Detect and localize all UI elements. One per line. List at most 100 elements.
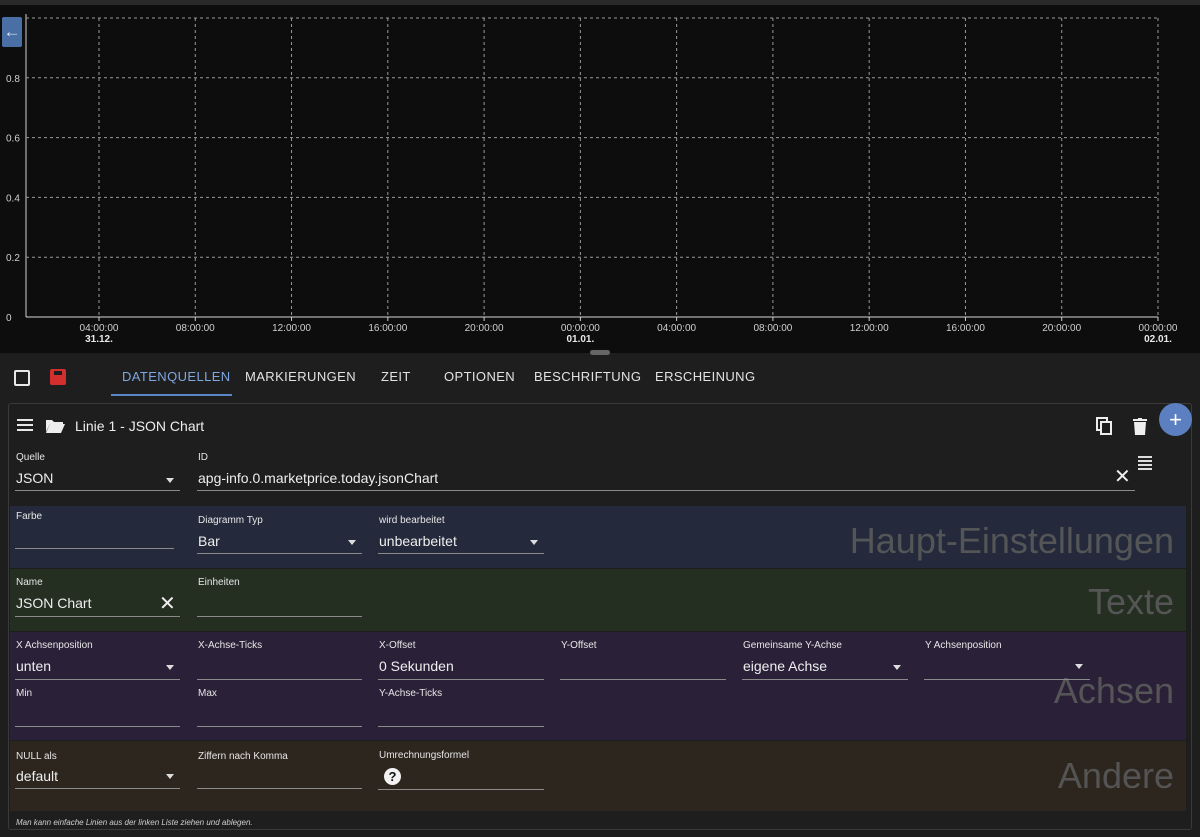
chart-panel: 0 0.2 0.4 0.6 0.8 04:00:00 31.12. 08:00:00 12:00…	[0, 0, 1200, 355]
einheiten-input[interactable]	[197, 616, 362, 617]
section-title-andere: Andere	[1057, 755, 1174, 796]
y-offset-label: Y-Offset	[561, 640, 597, 651]
chevron-down-icon[interactable]	[893, 665, 901, 670]
min-input[interactable]	[15, 726, 180, 727]
x-tick-date-label: 02.01.	[1144, 334, 1172, 345]
section-title-achsen: Achsen	[1053, 670, 1174, 711]
max-label: Max	[198, 688, 217, 699]
y-tick-label: 0.2	[6, 253, 20, 264]
x-tick-date-label: 01.01.	[566, 334, 594, 345]
section-achsen: Achsen	[10, 632, 1186, 740]
x-achsenposition-underline	[15, 679, 180, 680]
quelle-underline	[15, 490, 180, 491]
x-offset-label: X-Offset	[379, 640, 416, 651]
x-tick-label: 08:00:00	[753, 323, 792, 334]
folder-open-icon[interactable]	[45, 418, 65, 433]
x-tick-label: 08:00:00	[176, 323, 215, 334]
arrow-left-icon[interactable]: ←	[2, 17, 22, 47]
gemeinsame-y-achse-select[interactable]: eigene Achse	[743, 658, 828, 674]
tab-zeit[interactable]: ZEIT	[381, 369, 411, 384]
bearbeitet-label: wird bearbeitet	[379, 515, 445, 526]
trash-icon[interactable]	[1133, 418, 1147, 435]
x-tick-label: 00:00:00	[1139, 323, 1178, 334]
name-label: Name	[16, 577, 43, 588]
farbe-label: Farbe	[16, 511, 43, 522]
help-icon[interactable]: ?	[384, 768, 401, 785]
min-label: Min	[16, 688, 33, 699]
max-input[interactable]	[197, 726, 362, 727]
chevron-down-icon[interactable]	[1075, 664, 1083, 669]
diagramm-typ-select[interactable]: Bar	[198, 533, 220, 549]
x-achse-ticks-input[interactable]	[197, 679, 362, 680]
y-tick-label: 0	[6, 313, 12, 324]
gemeinsame-y-achse-underline	[742, 679, 908, 680]
clear-name-icon[interactable]: ✕	[159, 593, 176, 615]
quelle-select[interactable]: JSON	[16, 470, 54, 486]
tab-optionen[interactable]: OPTIONEN	[444, 369, 516, 384]
list-icon[interactable]	[1138, 456, 1152, 470]
clear-id-icon[interactable]: ✕	[1114, 466, 1131, 488]
farbe-input[interactable]	[15, 548, 174, 549]
x-tick-label: 20:00:00	[465, 323, 504, 334]
footer-hint: Man kann einfache Linien aus der linken …	[16, 818, 253, 827]
id-label: ID	[198, 452, 208, 463]
bearbeitet-underline	[378, 553, 544, 554]
y-achsenposition-label: Y Achsenposition	[925, 640, 1002, 651]
resize-handle[interactable]	[590, 350, 610, 355]
null-als-label: NULL als	[16, 751, 57, 762]
section-title-haupt: Haupt-Einstellungen	[849, 520, 1174, 561]
diagramm-typ-underline	[197, 553, 362, 554]
y-offset-input[interactable]	[560, 679, 726, 680]
chart-top-bar	[0, 0, 1200, 5]
section-andere: Andere	[10, 741, 1186, 811]
x-achsenposition-label: X Achsenposition	[16, 640, 93, 651]
umrechnungsformel-input[interactable]	[378, 789, 544, 790]
null-als-underline	[15, 788, 180, 789]
add-line-button[interactable]: +	[1159, 403, 1192, 436]
y-achsenposition-select[interactable]	[924, 679, 1090, 680]
einheiten-label: Einheiten	[198, 577, 240, 588]
null-als-select[interactable]: default	[16, 768, 59, 784]
bearbeitet-select[interactable]: unbearbeitet	[379, 533, 457, 549]
section-title-texte: Texte	[1087, 581, 1174, 622]
tab-datenquellen[interactable]: DATENQUELLEN	[122, 369, 231, 384]
chevron-down-icon[interactable]	[166, 665, 174, 670]
x-tick-label: 20:00:00	[1042, 323, 1081, 334]
name-input[interactable]: JSON Chart	[16, 595, 92, 611]
id-input[interactable]: apg-info.0.marketprice.today.jsonChart	[198, 470, 439, 486]
x-tick-date-label: 31.12.	[85, 334, 113, 345]
select-all-checkbox[interactable]	[14, 370, 30, 386]
chevron-down-icon[interactable]	[166, 774, 174, 779]
ziffern-input[interactable]	[197, 788, 362, 789]
line-title: Linie 1 - JSON Chart	[75, 418, 205, 434]
diagramm-typ-label: Diagramm Typ	[198, 515, 263, 526]
chevron-down-icon[interactable]	[348, 540, 356, 545]
x-offset-underline	[378, 679, 544, 680]
id-underline	[197, 490, 1135, 491]
name-underline	[15, 616, 180, 617]
gemeinsame-y-achse-label: Gemeinsame Y-Achse	[743, 640, 842, 651]
tab-erscheinung[interactable]: ERSCHEINUNG	[655, 369, 756, 384]
x-tick-label: 04:00:00	[80, 323, 119, 334]
x-tick-label: 04:00:00	[657, 323, 696, 334]
ziffern-label: Ziffern nach Komma	[198, 751, 288, 762]
x-tick-label: 16:00:00	[946, 323, 985, 334]
y-tick-label: 0.8	[6, 74, 20, 85]
umrechnungsformel-label: Umrechnungsformel	[379, 750, 470, 761]
x-achsenposition-select[interactable]: unten	[16, 658, 52, 674]
quelle-label: Quelle	[16, 452, 45, 463]
copy-icon[interactable]	[1096, 417, 1112, 435]
chevron-down-icon[interactable]	[166, 478, 174, 483]
y-achse-ticks-label: Y-Achse-Ticks	[379, 688, 443, 699]
x-tick-label: 12:00:00	[850, 323, 889, 334]
section-texte: Texte	[10, 569, 1186, 631]
tab-markierungen[interactable]: MARKIERUNGEN	[245, 369, 356, 384]
y-achse-ticks-input[interactable]	[378, 726, 544, 727]
x-tick-label: 12:00:00	[272, 323, 311, 334]
chevron-down-icon[interactable]	[530, 540, 538, 545]
x-offset-input[interactable]: 0 Sekunden	[379, 658, 454, 674]
drag-menu-icon[interactable]	[17, 419, 33, 431]
tab-beschriftung[interactable]: BESCHRIFTUNG	[534, 369, 642, 384]
save-icon[interactable]	[50, 369, 66, 385]
